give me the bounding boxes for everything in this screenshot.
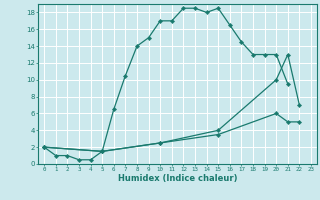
X-axis label: Humidex (Indice chaleur): Humidex (Indice chaleur)	[118, 174, 237, 183]
